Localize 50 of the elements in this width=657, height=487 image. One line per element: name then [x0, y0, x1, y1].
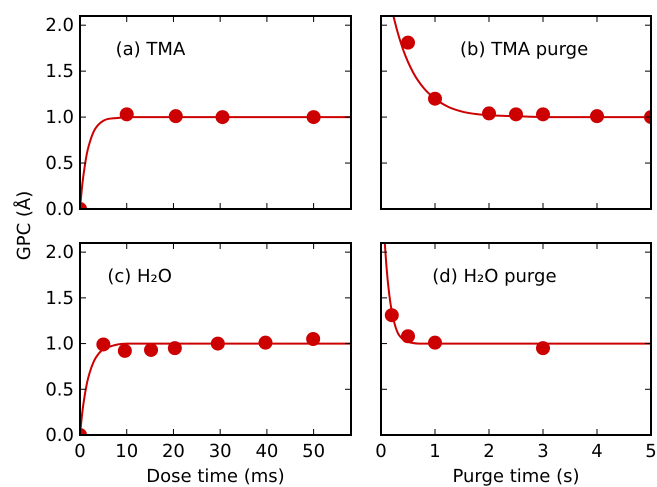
- point: [168, 341, 182, 356]
- annotation: (d) H₂O purge: [432, 266, 557, 287]
- x-tick-label: 0: [74, 441, 86, 462]
- annotation: (b) TMA purge: [460, 39, 588, 60]
- y-tick-label: 1.0: [45, 107, 74, 128]
- point: [428, 336, 442, 350]
- y-tick-label: 0.0: [45, 199, 74, 220]
- point: [401, 329, 415, 344]
- point: [509, 107, 523, 122]
- point: [216, 110, 230, 124]
- y-tick-label: 0.5: [45, 153, 74, 174]
- x-axis-title: Dose time (ms): [146, 466, 285, 487]
- y-tick-label: 0.5: [45, 379, 74, 400]
- x-tick-label: 20: [162, 441, 185, 462]
- x-tick-label: 5: [645, 441, 657, 462]
- point: [306, 110, 321, 124]
- y-tick-label: 2.0: [45, 242, 74, 264]
- point: [306, 332, 320, 346]
- point: [118, 344, 132, 358]
- annotation: (c) H₂O: [107, 266, 172, 287]
- point: [96, 337, 110, 352]
- point: [590, 109, 604, 124]
- point: [168, 109, 183, 124]
- x-tick-label: 4: [591, 441, 603, 462]
- y-tick-label: 1.0: [45, 334, 74, 355]
- x-tick-label: 10: [115, 441, 138, 462]
- point: [144, 342, 158, 357]
- y-tick-label: 0.0: [45, 425, 74, 446]
- x-tick-label: 40: [255, 441, 278, 462]
- annotation: (a) TMA: [116, 39, 186, 60]
- point: [401, 36, 415, 50]
- x-tick-label: 2: [483, 441, 495, 462]
- point: [120, 107, 134, 122]
- x-tick-label: 0: [375, 441, 387, 462]
- y-axis-title: GPC (Å): [13, 190, 35, 260]
- x-tick-label: 3: [537, 441, 549, 462]
- x-tick-label: 50: [302, 441, 326, 462]
- y-tick-label: 1.5: [45, 61, 74, 82]
- x-axis-title: Purge time (s): [452, 466, 580, 487]
- point: [482, 106, 496, 120]
- point: [210, 336, 225, 351]
- point: [258, 336, 272, 350]
- y-tick-label: 1.5: [45, 288, 74, 309]
- x-tick-label: 1: [429, 441, 441, 462]
- y-tick-label: 2.0: [45, 15, 74, 36]
- point: [384, 308, 399, 322]
- point: [536, 341, 550, 356]
- point: [536, 107, 550, 122]
- point: [428, 92, 442, 106]
- x-tick-label: 30: [208, 441, 232, 462]
